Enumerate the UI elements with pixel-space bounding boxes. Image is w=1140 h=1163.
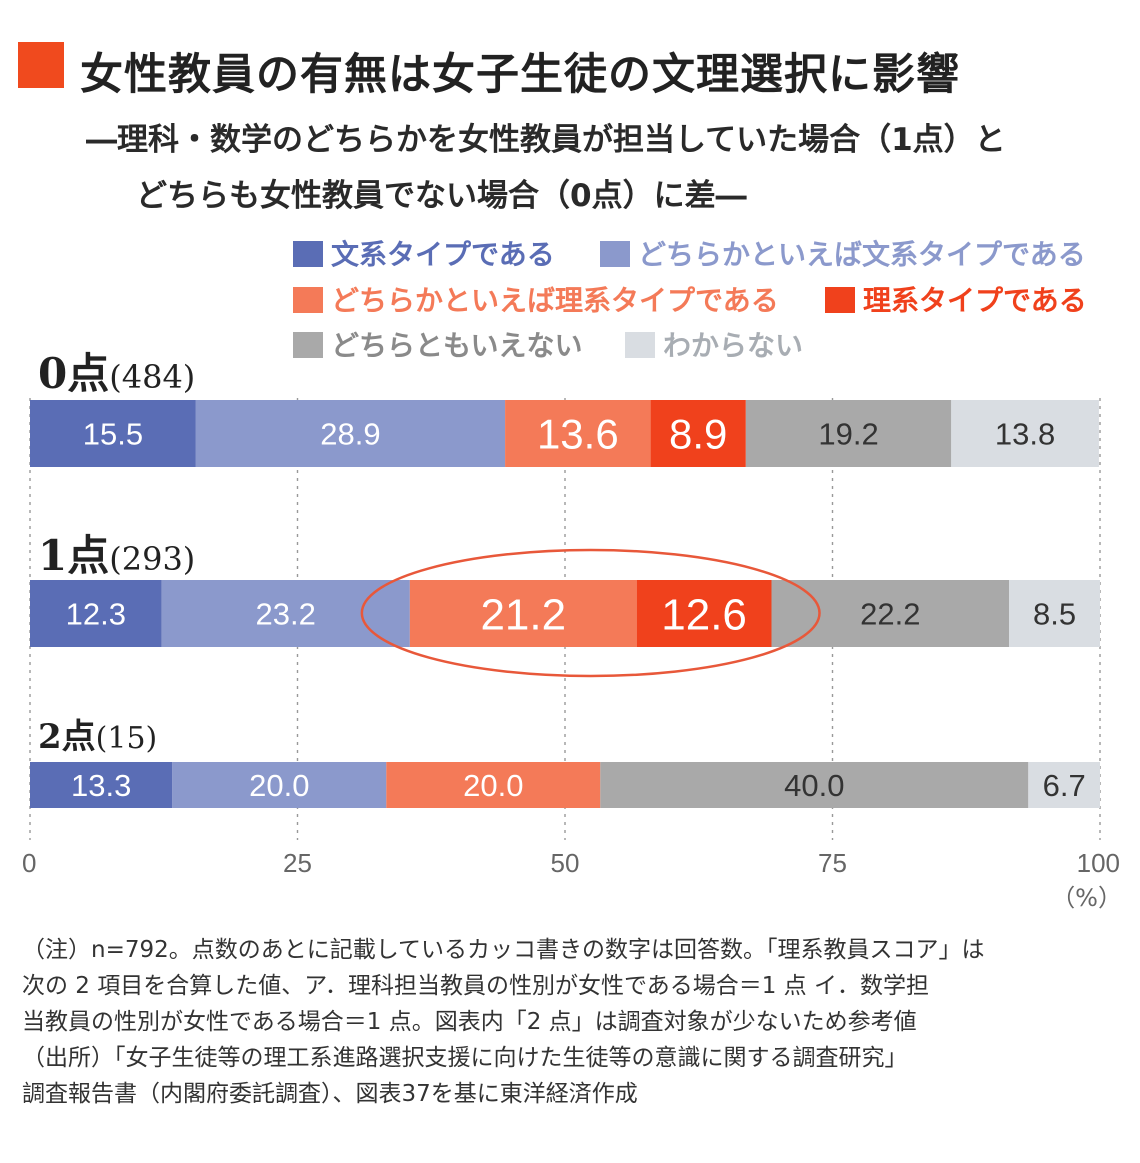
legend-swatch [600, 241, 630, 267]
legend-swatch [825, 287, 855, 313]
data-label: 20.0 [249, 768, 309, 803]
data-label: 13.6 [537, 411, 619, 458]
legend-swatch [293, 332, 323, 358]
x-tick-label: 25 [283, 848, 312, 878]
bar-segment [1028, 762, 1100, 808]
bar-segment [30, 400, 196, 467]
data-label: 12.6 [661, 590, 747, 639]
note-line: （出所）「女子生徒等の理工系進路選択支援に向けた生徒等の意識に関する調査研究」 [22, 1045, 908, 1071]
bar-segment [745, 400, 952, 467]
bar-segment [600, 762, 1029, 808]
note-line: 調査報告書（内閣府委託調査）、図表37を基に東洋経済作成 [22, 1081, 638, 1107]
chart-title: 女性教員の有無は女子生徒の文理選択に影響 [80, 50, 960, 100]
data-label: 12.3 [66, 597, 126, 632]
chart-subtitle: ―理科・数学のどちらかを女性教員が担当していた場合（1点）と どちらも女性教員で… [86, 112, 1006, 224]
bar-segment [161, 580, 410, 647]
highlight-ellipse [360, 548, 821, 678]
title-marker [18, 42, 64, 88]
legend-label: どちらかといえば理系タイプである [331, 284, 779, 317]
data-label: 13.8 [995, 417, 1055, 452]
category-count: (293) [109, 540, 195, 578]
data-label: 40.0 [784, 768, 844, 803]
data-label: 8.5 [1033, 597, 1076, 632]
category-name: 1点 [38, 531, 109, 580]
legend-label: 理系タイプである [863, 284, 1087, 317]
bar-segment [505, 400, 651, 467]
legend-label: どちらともいえない [331, 329, 582, 362]
bar-segment [30, 762, 173, 808]
legend-label: どちらかといえば文系タイプである [638, 238, 1086, 271]
legend-swatch [293, 287, 323, 313]
legend-label: わからない [663, 329, 803, 362]
bar-segment [636, 580, 772, 647]
data-label: 13.3 [71, 768, 131, 803]
data-label: 23.2 [256, 597, 316, 632]
stacked-bar-chart: 文系タイプである どちらかといえば文系タイプであるどちらかといえば理系タイプである… [22, 238, 1122, 912]
category-count: (484) [109, 358, 195, 396]
data-label: 22.2 [860, 597, 920, 632]
note-line: 次の 2 項目を合算した値、ア．理科担当教員の性別が女性である場合＝1 点 イ．… [22, 973, 929, 999]
legend-swatch [293, 241, 323, 267]
bar-segment [951, 400, 1099, 467]
category-label: 0点(484) [38, 349, 195, 398]
bar-segment [1009, 580, 1100, 647]
category-label: 1点(293) [38, 531, 195, 580]
data-label: 20.0 [463, 768, 523, 803]
data-label: 19.2 [818, 417, 878, 452]
x-axis-unit: （%） [1051, 884, 1122, 912]
subtitle-line-2: どちらも女性教員でない場合（0点）に差― [136, 178, 747, 214]
category-count: (15) [96, 721, 158, 756]
bar-segment [650, 400, 746, 467]
data-label: 6.7 [1043, 768, 1086, 803]
bar-segment [771, 580, 1010, 647]
bar-segment [195, 400, 506, 467]
legend-swatch [625, 332, 655, 358]
data-label: 21.2 [480, 590, 566, 639]
x-tick-label: 75 [818, 848, 847, 878]
bar-segment [409, 580, 637, 647]
data-label: 8.9 [669, 411, 727, 458]
x-tick-label: 50 [551, 848, 580, 878]
data-label: 15.5 [83, 417, 143, 452]
category-name: 0点 [38, 349, 109, 398]
category-label: 2点(15) [38, 717, 157, 757]
note-line: （注）n=792。点数のあとに記載しているカッコ書きの数字は回答数。「理系教員ス… [22, 937, 985, 963]
bar-segment [386, 762, 601, 808]
x-tick-label: 100 [1077, 848, 1120, 878]
subtitle-line-1: ―理科・数学のどちらかを女性教員が担当していた場合（1点）と [86, 122, 1006, 158]
bar-segment [30, 580, 162, 647]
category-name: 2点 [38, 717, 96, 757]
data-label: 28.9 [320, 417, 380, 452]
legend-label: 文系タイプである [331, 238, 555, 271]
x-tick-label: 0 [22, 848, 36, 878]
bar-segment [172, 762, 387, 808]
note-line: 当教員の性別が女性である場合＝1 点。図表内「2 点」は調査対象が少ないため参考… [22, 1009, 917, 1035]
